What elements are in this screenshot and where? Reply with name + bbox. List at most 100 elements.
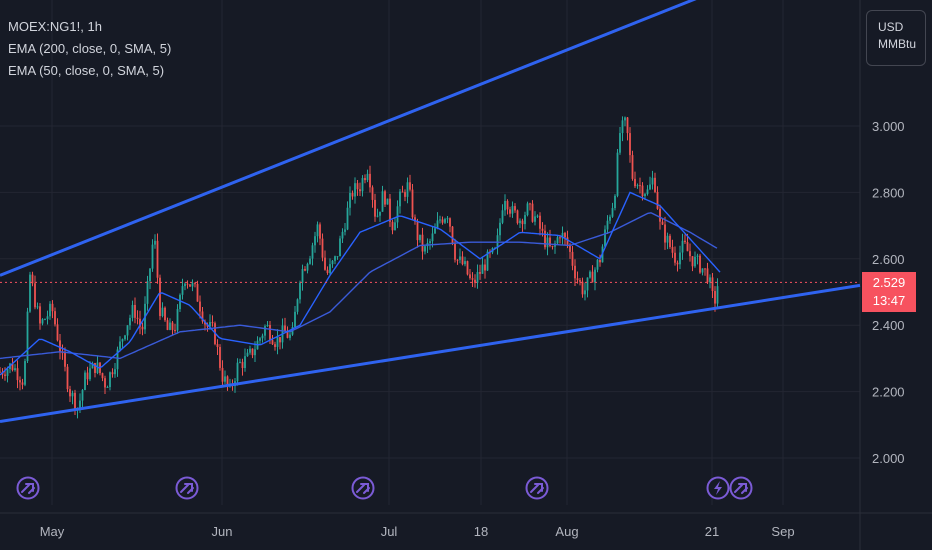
x-tick-label: Sep [771, 524, 794, 539]
candle-body [306, 263, 309, 271]
candle-body [31, 274, 34, 284]
candle-body [571, 251, 574, 266]
candle-body [154, 240, 156, 245]
candle-body [244, 356, 246, 369]
candle-body [529, 203, 531, 205]
arrow-event-icon[interactable] [729, 476, 753, 500]
channel-upper-line[interactable] [0, 0, 860, 277]
candle-body [346, 207, 349, 230]
candle-body [11, 363, 14, 371]
x-tick-label: Jul [381, 524, 398, 539]
candle-body [681, 240, 684, 253]
candle-body [271, 340, 274, 345]
candle-body [286, 331, 289, 338]
candle-body [171, 322, 174, 330]
candle-body [634, 178, 636, 187]
candle-body [79, 400, 81, 409]
candle-body [381, 191, 384, 212]
candle-body [386, 198, 389, 205]
bar-countdown: 13:47 [872, 293, 906, 308]
candle-body [664, 224, 666, 243]
candle-body [16, 368, 19, 381]
symbol-title[interactable]: MOEX:NG1!, 1h [8, 19, 102, 34]
candle-body [431, 233, 434, 242]
candle-body [404, 192, 406, 197]
candle-body [556, 237, 559, 244]
candle-body [34, 283, 36, 308]
candle-body [41, 319, 44, 324]
arrow-event-icon[interactable] [525, 476, 549, 500]
candle-body [276, 337, 279, 347]
candle-body [116, 349, 119, 370]
candle-body [366, 173, 369, 181]
candle-body [219, 347, 221, 368]
candle-body [304, 269, 306, 271]
candle-body [369, 173, 371, 188]
candle-body [299, 282, 301, 300]
candle-body [176, 309, 179, 331]
candle-body [561, 232, 564, 239]
candle-body [684, 240, 686, 243]
y-axis[interactable]: 2.000 2.200 2.400 2.600 2.800 3.000 [872, 119, 905, 466]
x-axis[interactable]: May Jun Jul 18 Aug 21 Sep [40, 524, 795, 539]
candle-body [456, 259, 459, 261]
lightning-event-icon[interactable] [706, 476, 730, 500]
arrow-event-icon[interactable] [175, 476, 199, 500]
candle-body [201, 311, 204, 322]
x-tick-label: 21 [705, 524, 719, 539]
candle-body [549, 237, 551, 246]
candle-body [604, 229, 606, 247]
candle-body [531, 203, 534, 222]
candle-body [46, 316, 49, 320]
candle-body [224, 376, 226, 382]
candle-body [19, 380, 21, 383]
candle-body [676, 262, 679, 265]
candle-body [644, 194, 646, 197]
candle-body [424, 246, 426, 252]
candle-body [259, 338, 261, 341]
candle-body [666, 235, 669, 243]
candle-body [269, 325, 271, 341]
arrow-event-icon[interactable] [351, 476, 375, 500]
candle-body [384, 191, 386, 205]
candle-body [536, 215, 539, 217]
y-tick-label: 2.800 [872, 185, 905, 200]
candle-body [181, 286, 184, 295]
candle-body [584, 290, 586, 295]
candle-body [26, 311, 29, 362]
candle-body [591, 271, 594, 283]
candle-body [416, 221, 419, 241]
candle-body [616, 152, 619, 196]
candle-body [189, 284, 191, 287]
ema-50-label[interactable]: EMA (50, close, 0, SMA, 5) [8, 63, 165, 78]
candle-body [461, 256, 464, 265]
candle-body [626, 117, 629, 134]
candle-body [59, 340, 61, 353]
candle-body [521, 220, 524, 225]
candle-body [579, 280, 581, 282]
candle-body [186, 283, 189, 285]
candle-body [316, 224, 319, 237]
candle-body [236, 362, 239, 382]
channel-lower-line[interactable] [0, 283, 861, 423]
candle-body [89, 368, 91, 380]
candle-body [36, 306, 39, 308]
candle-body [359, 189, 361, 192]
candle-body [636, 185, 639, 187]
candle-body [191, 283, 194, 287]
candle-body [69, 389, 71, 397]
ema-200-label[interactable]: EMA (200, close, 0, SMA, 5) [8, 41, 172, 56]
candle-body [266, 325, 269, 327]
candle-body [701, 268, 704, 273]
arrow-event-icon[interactable] [16, 476, 40, 500]
candle-body [669, 235, 671, 248]
candle-body [614, 195, 616, 209]
candle-body [534, 216, 536, 222]
candle-body [226, 376, 229, 385]
candle-body [486, 251, 489, 271]
candle-body [541, 228, 544, 231]
currency-unit-button[interactable]: USD MMBtu [866, 10, 926, 66]
candle-body [516, 210, 519, 224]
candle-body [506, 200, 509, 210]
